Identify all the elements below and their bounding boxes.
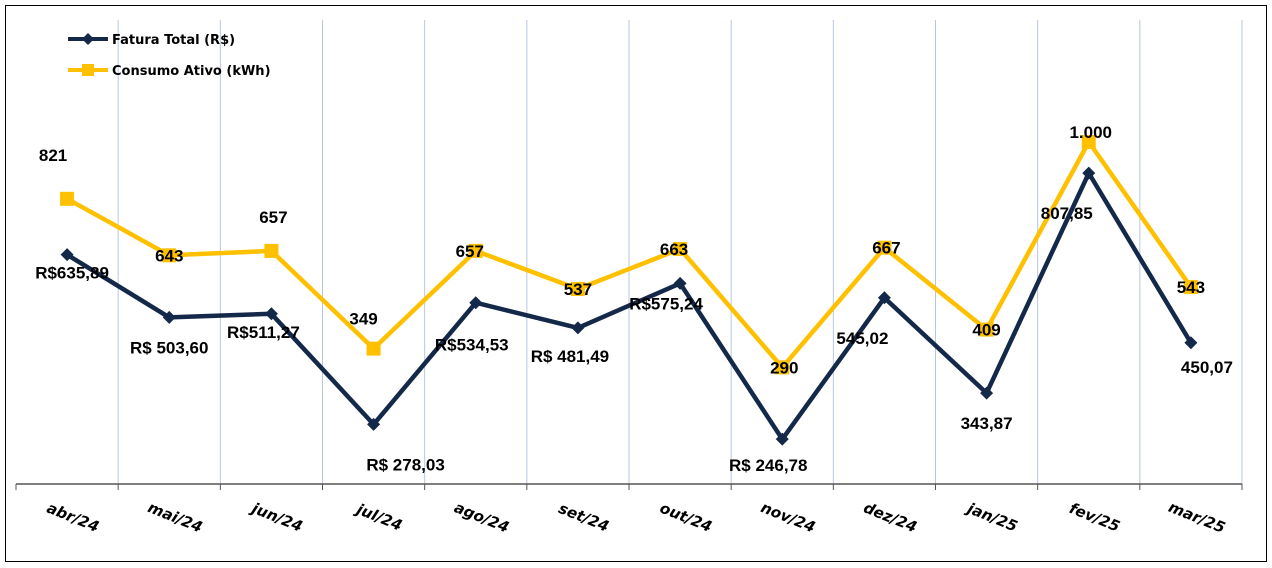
fatura-data-label: R$511,27 (227, 323, 300, 342)
fatura-point-marker[interactable] (775, 432, 789, 446)
consumo-data-label: 821 (39, 146, 67, 165)
fatura-data-label: R$635,89 (35, 264, 109, 283)
series-line-consumo (64, 139, 1194, 370)
series-line-fatura (64, 170, 1194, 442)
fatura-data-label: R$ 503,60 (130, 338, 208, 357)
consumo-data-label: 290 (770, 358, 798, 377)
fatura-point-marker[interactable] (469, 296, 483, 310)
consumo-point-marker[interactable] (1081, 135, 1096, 149)
fatura-point-marker[interactable] (980, 386, 994, 400)
consumo-data-label: 409 (972, 321, 1000, 340)
consumo-point-marker[interactable] (1183, 280, 1198, 295)
data-labels: R$635,89 R$ 503,60 R$511,27 R$ 278,03 R$534,… (35, 123, 1233, 475)
fatura-data-label: R$ 246,78 (729, 456, 807, 475)
consumo-data-label: 643 (155, 246, 183, 265)
consumo-data-label: 349 (349, 310, 377, 329)
consumo-data-label: 657 (259, 208, 287, 227)
fatura-point-marker[interactable] (1082, 166, 1096, 180)
consumo-data-label: 543 (1177, 278, 1205, 297)
fatura-data-label: R$ 481,49 (531, 347, 609, 366)
fatura-data-label: R$575,24 (629, 294, 703, 313)
legend-item-fatura[interactable]: Fatura Total (R$) (68, 33, 235, 48)
grid-layer (117, 20, 1243, 484)
fatura-point-marker[interactable] (673, 276, 687, 290)
consumo-data-label: 663 (660, 240, 688, 259)
consumo-point-marker[interactable] (979, 322, 994, 337)
x-axis-ticks (15, 484, 1243, 490)
fatura-data-label: R$ 278,03 (366, 455, 444, 474)
consumo-point-marker[interactable] (60, 191, 75, 206)
legend-item-consumo[interactable]: Consumo Ativo (kWh) (68, 64, 271, 79)
consumo-point-marker[interactable] (877, 240, 892, 255)
consumo-point-marker[interactable] (468, 243, 483, 258)
series-layer (60, 135, 1198, 446)
fatura-point-marker[interactable] (60, 248, 74, 262)
consumo-data-label: 667 (872, 239, 900, 258)
fatura-data-label: 807,85 (1041, 204, 1093, 223)
legend-square-icon (82, 64, 94, 76)
fatura-data-label: 343,87 (961, 414, 1013, 433)
consumo-point-marker[interactable] (162, 248, 177, 263)
legend-label-consumo: Consumo Ativo (kWh) (112, 64, 271, 79)
consumo-point-marker[interactable] (366, 341, 381, 356)
consumo-point-marker[interactable] (673, 241, 688, 256)
consumo-data-label: 1.000 (1069, 123, 1112, 142)
consumo-point-marker[interactable] (264, 243, 279, 258)
consumo-data-label: 537 (564, 280, 592, 299)
fatura-point-marker[interactable] (367, 417, 381, 431)
legend-diamond-icon (82, 33, 94, 45)
fatura-point-marker[interactable] (1184, 336, 1198, 350)
fatura-point-marker[interactable] (264, 307, 278, 321)
fatura-point-marker[interactable] (162, 310, 176, 324)
fatura-data-label: 450,07 (1181, 358, 1233, 377)
fatura-point-marker[interactable] (571, 321, 585, 335)
fatura-data-label: R$534,53 (435, 336, 509, 355)
consumo-data-label: 657 (456, 242, 484, 261)
consumo-point-marker[interactable] (775, 360, 790, 375)
legend[interactable]: Fatura Total (R$) Consumo Ativo (kWh) (68, 33, 271, 79)
fatura-point-marker[interactable] (877, 291, 891, 305)
chart-frame (5, 5, 1267, 562)
fatura-data-label: 545,02 (836, 329, 888, 348)
legend-label-fatura: Fatura Total (R$) (112, 33, 235, 48)
consumo-point-marker[interactable] (570, 281, 585, 296)
